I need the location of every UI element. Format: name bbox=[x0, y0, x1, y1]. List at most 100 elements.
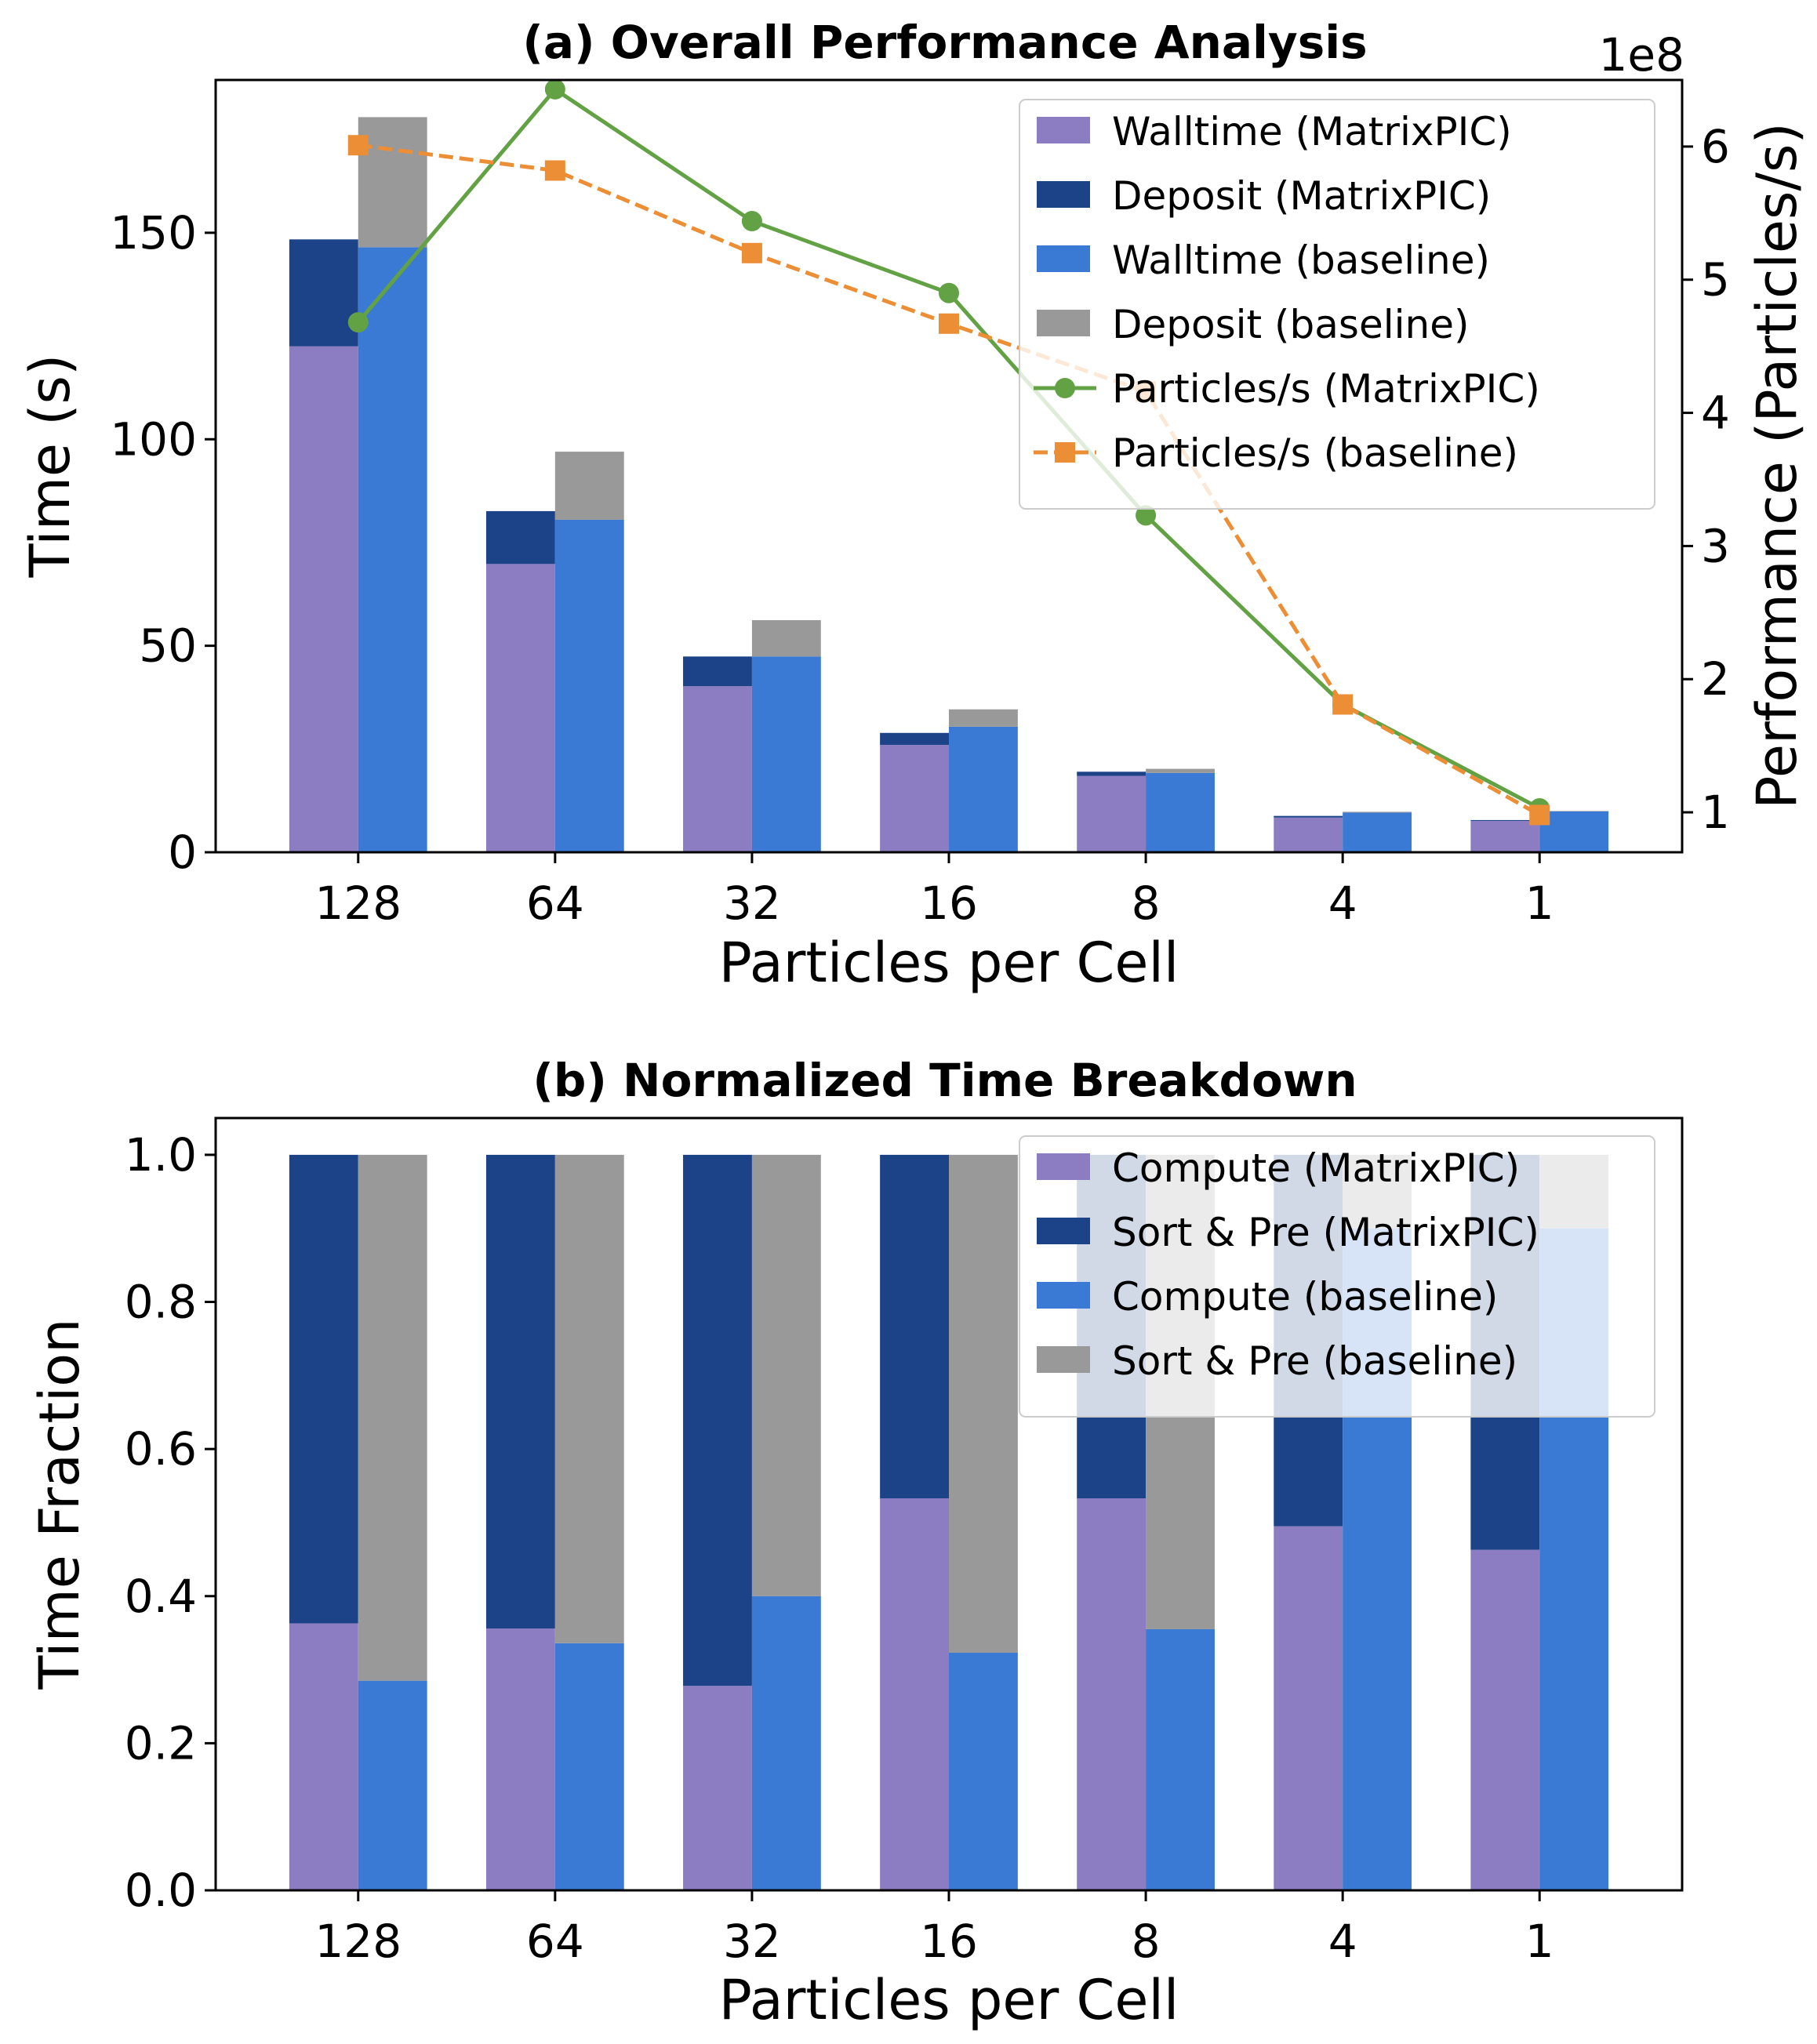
b-bar-sort-pre-baseline--16 bbox=[949, 1154, 1018, 1653]
a-bar-deposit-matrixpic--1 bbox=[1470, 819, 1540, 821]
a-bar-deposit-baseline--4 bbox=[1343, 811, 1412, 813]
a-bar-walltime-matrixpic--128 bbox=[289, 346, 358, 853]
b-bar-sort-pre-baseline--128 bbox=[358, 1154, 427, 1681]
a-legend-label-deposit-matrixpic-: Deposit (MatrixPIC) bbox=[1112, 173, 1491, 219]
b-y-tick-label: 0.2 bbox=[125, 1716, 197, 1770]
b-bar-compute-matrixpic--64 bbox=[485, 1628, 555, 1890]
a-x-tick-label: 64 bbox=[526, 877, 584, 930]
b-bar-compute-matrixpic--32 bbox=[683, 1686, 752, 1890]
a-legend-label-walltime-baseline-: Walltime (baseline) bbox=[1112, 238, 1490, 283]
b-bar-sort-pre-baseline--64 bbox=[554, 1154, 624, 1643]
panel-a-legend: Walltime (MatrixPIC) Deposit (MatrixPIC) W… bbox=[1019, 99, 1655, 510]
a-bar-walltime-baseline--16 bbox=[949, 726, 1018, 852]
a-y2-tick-label: 2 bbox=[1701, 652, 1730, 706]
a-legend-label-particles-s-baseline-: Particles/s (baseline) bbox=[1112, 430, 1518, 476]
a-point-particles-s-baseline--1 bbox=[1529, 804, 1550, 826]
panel-a-y-label: Time (s) bbox=[18, 354, 82, 579]
a-bar-walltime-matrixpic--64 bbox=[485, 564, 555, 852]
a-bar-walltime-baseline--32 bbox=[751, 656, 821, 852]
b-x-tick-label: 128 bbox=[314, 1915, 402, 1968]
a-x-tick-label: 16 bbox=[920, 877, 978, 930]
a-legend-swatch-walltime-baseline- bbox=[1037, 245, 1090, 272]
a-bar-walltime-matrixpic--1 bbox=[1470, 820, 1540, 852]
a-legend-label-deposit-baseline-: Deposit (baseline) bbox=[1112, 302, 1469, 347]
b-y-tick-label: 1.0 bbox=[125, 1128, 197, 1182]
b-bar-sort-pre-matrixpic--32 bbox=[683, 1154, 752, 1686]
a-bar-deposit-matrixpic--64 bbox=[485, 510, 555, 565]
b-x-tick-label: 64 bbox=[526, 1915, 584, 1968]
b-bar-compute-baseline--8 bbox=[1146, 1628, 1215, 1890]
panel-b-y-label: Time Fraction bbox=[27, 1319, 92, 1690]
panel-b-y-ticks: 0.0 0.2 0.4 0.6 0.8 1.0 bbox=[125, 1128, 216, 1917]
b-bar-compute-matrixpic--16 bbox=[880, 1498, 949, 1890]
a-point-particles-s-baseline--32 bbox=[741, 242, 762, 263]
a-y-tick-label: 50 bbox=[139, 619, 197, 673]
a-bar-deposit-matrixpic--128 bbox=[289, 239, 358, 347]
a-bar-walltime-baseline--128 bbox=[358, 247, 427, 853]
panel-a-y2-ticks: 1 2 3 4 5 6 bbox=[1682, 120, 1730, 839]
a-bar-walltime-baseline--1 bbox=[1539, 811, 1609, 852]
a-legend-marker-particles-s-baseline- bbox=[1055, 442, 1075, 463]
b-bar-compute-matrixpic--4 bbox=[1274, 1526, 1343, 1890]
b-legend-frame bbox=[1019, 1135, 1655, 1418]
panel-a-chart: (a) Overall Performance Analysis 1e8 050… bbox=[18, 16, 1809, 995]
a-x-tick-label: 1 bbox=[1525, 877, 1554, 930]
panel-b-title: (b) Normalized Time Breakdown bbox=[532, 1054, 1357, 1107]
a-y-tick-label: 150 bbox=[110, 206, 197, 260]
b-bar-compute-baseline--16 bbox=[949, 1652, 1018, 1890]
b-bar-compute-baseline--128 bbox=[358, 1680, 427, 1890]
b-legend-swatch-compute-matrixpic- bbox=[1037, 1153, 1090, 1180]
b-bar-compute-matrixpic--1 bbox=[1470, 1549, 1540, 1890]
b-legend-swatch-sort-pre-matrixpic- bbox=[1037, 1218, 1090, 1244]
b-bar-compute-baseline--32 bbox=[751, 1596, 821, 1890]
a-bar-deposit-baseline--128 bbox=[358, 117, 427, 248]
b-legend-swatch-compute-baseline- bbox=[1037, 1282, 1090, 1309]
b-x-tick-label: 8 bbox=[1132, 1915, 1161, 1968]
a-legend-swatch-deposit-matrixpic- bbox=[1037, 181, 1090, 208]
a-bar-deposit-matrixpic--8 bbox=[1077, 771, 1147, 776]
a-x-tick-label: 128 bbox=[314, 877, 402, 930]
b-x-tick-label: 32 bbox=[723, 1915, 781, 1968]
b-bar-sort-pre-matrixpic--64 bbox=[485, 1154, 555, 1629]
a-point-particles-s-matrixpic--32 bbox=[741, 211, 762, 232]
a-bar-deposit-baseline--32 bbox=[751, 619, 821, 657]
a-bar-deposit-matrixpic--16 bbox=[880, 732, 949, 746]
a-point-particles-s-baseline--128 bbox=[347, 135, 369, 156]
a-bar-deposit-baseline--64 bbox=[554, 452, 624, 520]
b-x-tick-label: 4 bbox=[1328, 1915, 1357, 1968]
a-y2-tick-label: 6 bbox=[1701, 120, 1730, 173]
b-x-tick-label: 16 bbox=[920, 1915, 978, 1968]
b-bar-compute-baseline--64 bbox=[554, 1643, 624, 1890]
b-legend-label-sort-pre-baseline-: Sort & Pre (baseline) bbox=[1112, 1338, 1517, 1384]
a-y2-tick-label: 3 bbox=[1701, 519, 1730, 572]
a-bar-walltime-matrixpic--16 bbox=[880, 745, 949, 852]
b-legend-label-sort-pre-matrixpic-: Sort & Pre (MatrixPIC) bbox=[1112, 1210, 1539, 1255]
panel-b-chart: (b) Normalized Time Breakdown 0.00.20.40… bbox=[27, 1054, 1684, 2032]
a-point-particles-s-baseline--4 bbox=[1332, 694, 1354, 715]
a-bar-deposit-matrixpic--32 bbox=[683, 656, 752, 687]
a-legend-swatch-walltime-matrixpic- bbox=[1037, 117, 1090, 143]
b-legend-label-compute-baseline-: Compute (baseline) bbox=[1112, 1274, 1498, 1320]
a-y-tick-label: 100 bbox=[110, 412, 197, 466]
b-x-tick-label: 1 bbox=[1525, 1915, 1554, 1968]
a-point-particles-s-baseline--64 bbox=[544, 160, 565, 181]
a-point-particles-s-matrixpic--8 bbox=[1136, 505, 1157, 526]
a-point-particles-s-baseline--16 bbox=[939, 313, 959, 334]
b-y-tick-label: 0.0 bbox=[125, 1864, 197, 1917]
panel-a-x-label: Particles per Cell bbox=[719, 931, 1179, 995]
panel-a-x-ticks: 128 64 32 16 8 4 1 bbox=[314, 852, 1554, 930]
a-bar-walltime-matrixpic--4 bbox=[1274, 817, 1343, 852]
a-bar-walltime-matrixpic--32 bbox=[683, 686, 752, 852]
panel-b-x-ticks: 128 64 32 16 8 4 1 bbox=[314, 1890, 1554, 1968]
a-y2-tick-label: 5 bbox=[1701, 253, 1730, 307]
panel-a-title: (a) Overall Performance Analysis bbox=[522, 16, 1367, 69]
a-legend-label-particles-s-matrixpic-: Particles/s (MatrixPIC) bbox=[1112, 366, 1540, 412]
panel-b-bars bbox=[289, 1154, 1609, 1890]
a-bar-walltime-baseline--64 bbox=[554, 519, 624, 852]
b-y-tick-label: 0.6 bbox=[125, 1422, 197, 1476]
a-bar-deposit-matrixpic--4 bbox=[1274, 815, 1343, 818]
panel-b-x-label: Particles per Cell bbox=[719, 1968, 1179, 2032]
b-bar-sort-pre-matrixpic--16 bbox=[880, 1154, 949, 1498]
panel-a-bars bbox=[289, 117, 1609, 853]
